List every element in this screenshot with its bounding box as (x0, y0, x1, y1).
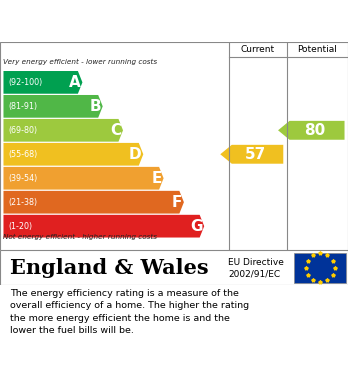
Text: Potential: Potential (298, 45, 337, 54)
Polygon shape (3, 215, 204, 237)
Text: 80: 80 (304, 123, 325, 138)
Text: F: F (172, 195, 182, 210)
Text: (81-91): (81-91) (9, 102, 38, 111)
Text: G: G (190, 219, 203, 234)
Polygon shape (3, 191, 184, 213)
Text: E: E (151, 171, 162, 186)
Text: Not energy efficient - higher running costs: Not energy efficient - higher running co… (3, 233, 158, 240)
Polygon shape (220, 145, 283, 164)
Text: Current: Current (241, 45, 275, 54)
Text: B: B (89, 99, 101, 114)
Polygon shape (3, 167, 164, 190)
Text: D: D (129, 147, 142, 162)
Polygon shape (278, 121, 345, 140)
Text: C: C (110, 123, 121, 138)
Text: A: A (69, 75, 81, 90)
Polygon shape (3, 119, 123, 142)
Text: (69-80): (69-80) (9, 126, 38, 135)
Polygon shape (3, 71, 82, 94)
Text: (39-54): (39-54) (9, 174, 38, 183)
Bar (294, 253, 346, 283)
Polygon shape (3, 95, 103, 118)
Text: (55-68): (55-68) (9, 150, 38, 159)
Text: 57: 57 (245, 147, 266, 162)
Text: (1-20): (1-20) (9, 222, 33, 231)
Text: Very energy efficient - lower running costs: Very energy efficient - lower running co… (3, 59, 158, 65)
Text: (92-100): (92-100) (9, 78, 43, 87)
Text: The energy efficiency rating is a measure of the
overall efficiency of a home. T: The energy efficiency rating is a measur… (10, 289, 250, 335)
Text: EU Directive: EU Directive (228, 258, 284, 267)
Text: 2002/91/EC: 2002/91/EC (228, 270, 280, 279)
Text: (21-38): (21-38) (9, 198, 38, 207)
Polygon shape (3, 143, 143, 166)
Text: Energy Efficiency Rating: Energy Efficiency Rating (10, 12, 239, 30)
Text: England & Wales: England & Wales (10, 258, 209, 278)
